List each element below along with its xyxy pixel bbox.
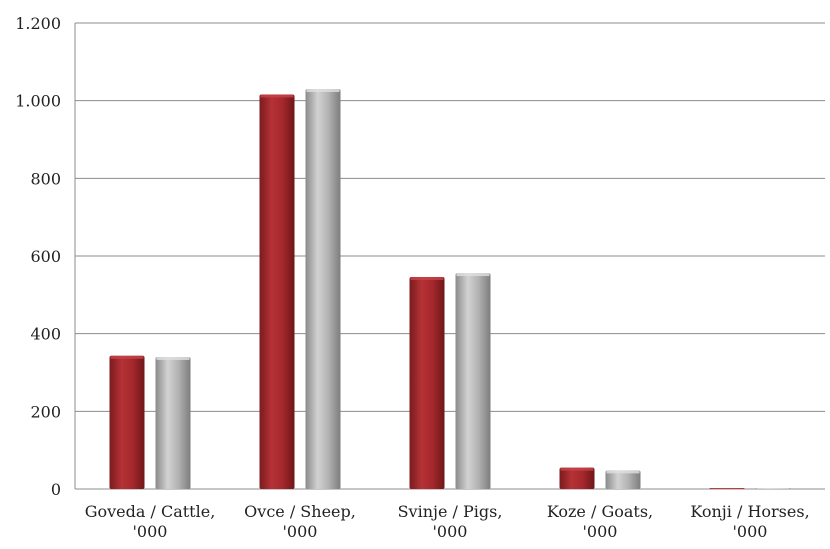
bar-cap: [710, 488, 744, 489]
bar-series-1: [455, 273, 491, 489]
x-tick-label: Konji / Horses, '000: [690, 502, 809, 541]
bar-series-0: [559, 467, 595, 489]
x-tick-label-line: Koze / Goats,: [547, 502, 653, 521]
bar-cap: [306, 89, 340, 93]
x-tick-label-line: Goveda / Cattle,: [85, 502, 216, 521]
bar-cap: [110, 355, 144, 359]
bar-series-0: [259, 94, 295, 489]
bar-cap: [756, 488, 790, 489]
y-tick-label: 200: [30, 402, 61, 421]
bar-cap: [606, 470, 640, 474]
bar-cap: [560, 467, 594, 471]
x-tick-label-line: Svinje / Pigs,: [398, 502, 503, 521]
x-tick-label: Ovce / Sheep, '000: [244, 502, 356, 541]
x-tick-label-line: Konji / Horses,: [690, 502, 809, 521]
y-tick-label: 1.200: [15, 14, 61, 33]
bar-series-1: [155, 356, 191, 489]
y-tick-label: 0: [51, 480, 61, 499]
x-tick-label-line: '000: [433, 522, 468, 541]
y-tick-label: 400: [30, 325, 61, 344]
x-tick-label-line: '000: [733, 522, 768, 541]
bar-cap: [410, 276, 444, 280]
bar-cap: [456, 273, 490, 277]
y-tick-label: 1.000: [15, 92, 61, 111]
bar-cap: [156, 356, 190, 360]
x-tick-label: Goveda / Cattle, '000: [85, 502, 216, 541]
x-tick-label: Svinje / Pigs, '000: [398, 502, 503, 541]
x-tick-label: Koze / Goats, '000: [547, 502, 653, 541]
x-tick-label-line: '000: [583, 522, 618, 541]
x-tick-label-line: '000: [283, 522, 318, 541]
bar-series-0: [409, 276, 445, 489]
y-tick-label: 800: [30, 169, 61, 188]
x-tick-label-line: '000: [133, 522, 168, 541]
bar-series-0: [109, 355, 145, 489]
bar-cap: [260, 94, 294, 98]
bar-series-1: [605, 470, 641, 489]
bar-series-1: [305, 89, 341, 490]
y-tick-label: 600: [30, 247, 61, 266]
x-tick-label-line: Ovce / Sheep,: [244, 502, 356, 521]
